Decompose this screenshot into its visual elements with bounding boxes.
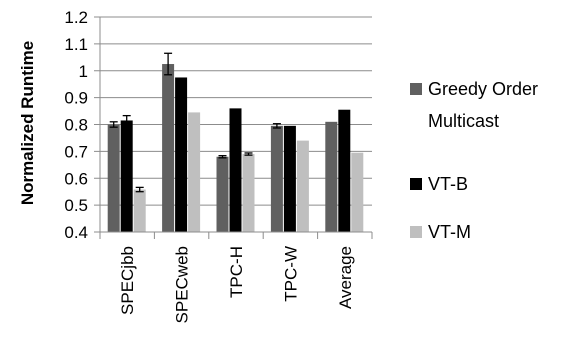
bar-vt-m-specjbb bbox=[133, 189, 146, 232]
legend-label: VT-B bbox=[428, 174, 468, 194]
y-tick-label: 0.4 bbox=[64, 223, 88, 242]
legend-swatch bbox=[410, 178, 422, 190]
bar-vt-m-tpc-h bbox=[242, 154, 255, 232]
y-tick-label: 1 bbox=[79, 62, 88, 81]
x-tick-label: TPC-W bbox=[281, 246, 300, 302]
bar-vt-b-average bbox=[338, 109, 351, 232]
tick-labels: 0.4 0.5 0.6 0.7 0.8 0.9 1 1.1 1.2 SPECjbb SPECweb T… bbox=[64, 8, 354, 323]
x-tick-label: SPECweb bbox=[173, 246, 192, 323]
bar-greedy-order-multicast-specjbb bbox=[107, 124, 120, 232]
y-tick-label: 1.1 bbox=[64, 35, 88, 54]
y-tick-label: 0.8 bbox=[64, 116, 88, 135]
y-tick-label: 0.5 bbox=[64, 196, 88, 215]
y-tick-label: 0.7 bbox=[64, 142, 88, 161]
bar-greedy-order-multicast-specweb bbox=[162, 64, 175, 232]
x-tick-label: Average bbox=[336, 246, 355, 309]
bar-greedy-order-multicast-average bbox=[325, 121, 338, 232]
legend-label: VT-M bbox=[428, 222, 471, 242]
bars bbox=[107, 52, 364, 232]
bar-vt-m-tpc-w bbox=[296, 140, 309, 232]
y-tick-label: 1.2 bbox=[64, 8, 88, 27]
y-tick-label: 0.9 bbox=[64, 89, 88, 108]
x-tick-label: SPECjbb bbox=[118, 246, 137, 315]
bar-vt-m-specweb bbox=[188, 112, 201, 232]
axes bbox=[94, 16, 373, 239]
legend-label: Greedy Order bbox=[428, 79, 538, 99]
bar-vt-b-specjbb bbox=[120, 120, 133, 232]
bar-vt-b-tpc-h bbox=[229, 108, 242, 232]
bar-greedy-order-multicast-tpc-w bbox=[270, 125, 283, 232]
bar-vt-b-tpc-w bbox=[283, 125, 296, 232]
y-tick-label: 0.6 bbox=[64, 169, 88, 188]
x-tick-label: TPC-H bbox=[227, 246, 246, 298]
bar-vt-b-specweb bbox=[175, 77, 188, 232]
bar-greedy-order-multicast-tpc-h bbox=[216, 156, 229, 232]
legend-swatch bbox=[410, 83, 422, 95]
legend-label: Multicast bbox=[428, 111, 499, 131]
legend: Greedy Order Multicast VT-B VT-M bbox=[410, 79, 538, 242]
bar-vt-m-average bbox=[351, 152, 364, 232]
legend-swatch bbox=[410, 226, 422, 238]
y-axis-label: Normalized Runtime bbox=[18, 41, 37, 205]
